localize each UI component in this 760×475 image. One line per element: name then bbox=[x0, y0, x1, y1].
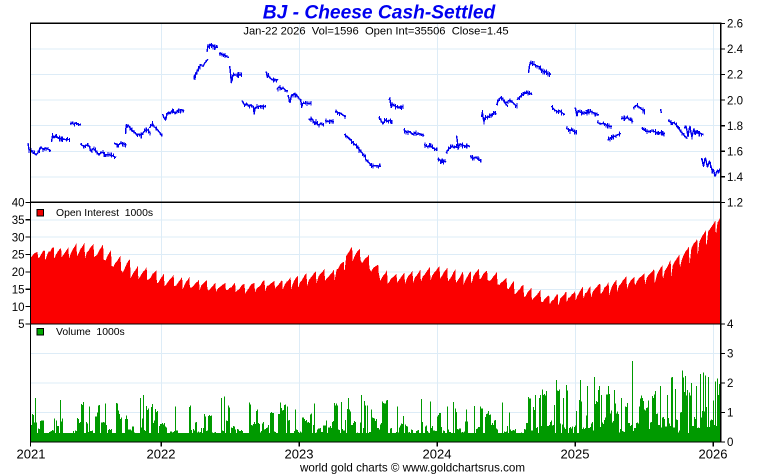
svg-text:20: 20 bbox=[12, 267, 25, 279]
svg-text:15: 15 bbox=[12, 285, 25, 297]
svg-text:40: 40 bbox=[12, 198, 25, 210]
svg-text:Volume 1000s: Volume 1000s bbox=[56, 327, 125, 338]
svg-text:30: 30 bbox=[12, 232, 25, 244]
svg-text:world gold charts © www.goldch: world gold charts © www.goldchartsrus.co… bbox=[299, 462, 525, 475]
svg-text:0: 0 bbox=[727, 437, 733, 449]
svg-text:1: 1 bbox=[727, 408, 733, 420]
svg-text:2.4: 2.4 bbox=[727, 44, 744, 56]
svg-text:2022: 2022 bbox=[147, 447, 176, 462]
svg-text:2: 2 bbox=[727, 378, 733, 390]
svg-text:1.2: 1.2 bbox=[727, 198, 743, 210]
svg-text:1.6: 1.6 bbox=[727, 147, 743, 159]
svg-text:Open Interest 1000s: Open Interest 1000s bbox=[56, 208, 153, 219]
svg-text:4: 4 bbox=[727, 319, 734, 331]
svg-text:35: 35 bbox=[12, 215, 25, 227]
svg-text:2023: 2023 bbox=[285, 447, 314, 462]
svg-text:2024: 2024 bbox=[423, 447, 452, 462]
svg-text:1.4: 1.4 bbox=[727, 172, 744, 184]
svg-text:BJ - Cheese Cash-Settled: BJ - Cheese Cash-Settled bbox=[263, 3, 497, 24]
svg-text:2026: 2026 bbox=[699, 447, 728, 462]
svg-text:25: 25 bbox=[12, 250, 25, 262]
svg-text:3: 3 bbox=[727, 349, 733, 361]
svg-text:Jan-22 2026 Vol=1596 Open In: Jan-22 2026 Vol=1596 Open Int=35506 Clos… bbox=[243, 26, 508, 38]
svg-text:5: 5 bbox=[18, 319, 24, 331]
svg-text:2.6: 2.6 bbox=[727, 19, 743, 31]
svg-text:2021: 2021 bbox=[17, 447, 46, 462]
svg-text:2.2: 2.2 bbox=[727, 70, 743, 82]
svg-text:1.8: 1.8 bbox=[727, 121, 743, 133]
svg-text:2025: 2025 bbox=[561, 447, 590, 462]
svg-text:10: 10 bbox=[12, 302, 25, 314]
svg-text:2.0: 2.0 bbox=[727, 95, 743, 107]
